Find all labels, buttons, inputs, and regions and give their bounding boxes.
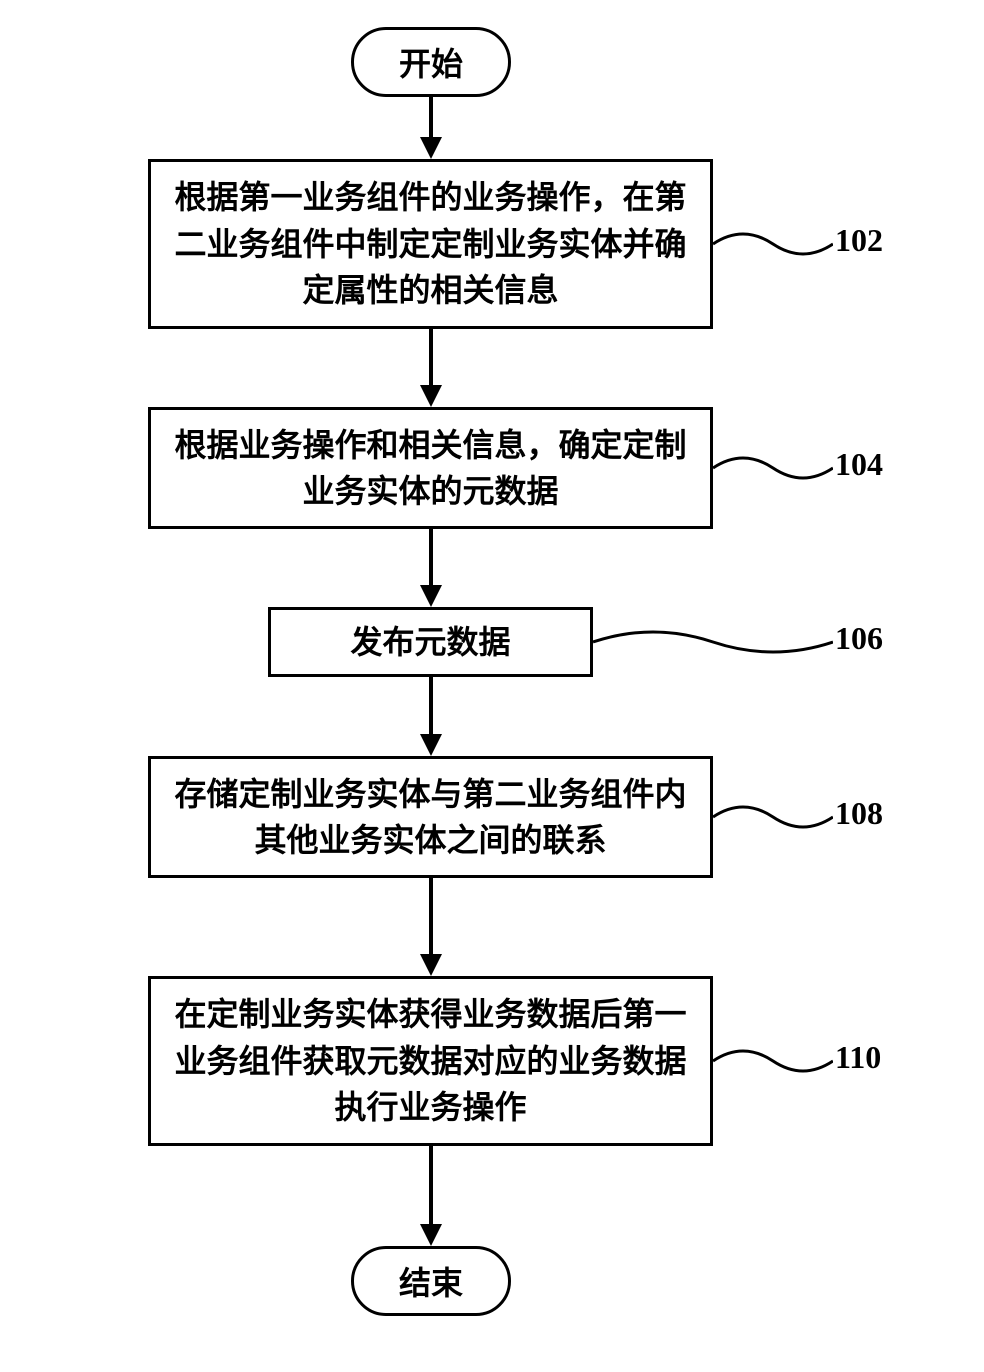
process-110: 在定制业务实体获得业务数据后第一业务组件获取元数据对应的业务数据执行业务操作 <box>148 976 713 1146</box>
arrow-3-head <box>420 585 442 607</box>
arrow-1-head <box>420 137 442 159</box>
label-curve-106 <box>593 622 833 662</box>
arrow-4-head <box>420 734 442 756</box>
label-curve-110 <box>713 1041 833 1081</box>
arrow-3 <box>429 529 433 587</box>
end-text: 结束 <box>399 1258 463 1304</box>
process-106-text: 发布元数据 <box>350 619 510 665</box>
label-curve-108 <box>713 797 833 837</box>
arrow-4 <box>429 677 433 736</box>
arrow-6-head <box>420 1224 442 1246</box>
start-terminator: 开始 <box>351 27 511 97</box>
flowchart-container: 开始 根据第一业务组件的业务操作，在第二业务组件中制定定制业务实体并确定属性的相… <box>0 0 984 1372</box>
process-104-text: 根据业务操作和相关信息，确定定制业务实体的元数据 <box>171 422 690 515</box>
process-110-text: 在定制业务实体获得业务数据后第一业务组件获取元数据对应的业务数据执行业务操作 <box>171 991 690 1130</box>
arrow-5 <box>429 878 433 956</box>
arrow-2 <box>429 329 433 387</box>
process-102: 根据第一业务组件的业务操作，在第二业务组件中制定定制业务实体并确定属性的相关信息 <box>148 159 713 329</box>
label-102: 102 <box>835 222 883 259</box>
process-106: 发布元数据 <box>268 607 593 677</box>
process-108: 存储定制业务实体与第二业务组件内其他业务实体之间的联系 <box>148 756 713 878</box>
label-curve-104 <box>713 448 833 488</box>
process-104: 根据业务操作和相关信息，确定定制业务实体的元数据 <box>148 407 713 529</box>
label-106: 106 <box>835 620 883 657</box>
process-102-text: 根据第一业务组件的业务操作，在第二业务组件中制定定制业务实体并确定属性的相关信息 <box>171 174 690 313</box>
start-text: 开始 <box>399 39 463 85</box>
arrow-1 <box>429 97 433 139</box>
label-108: 108 <box>835 795 883 832</box>
arrow-5-head <box>420 954 442 976</box>
label-curve-102 <box>713 224 833 264</box>
label-110: 110 <box>835 1039 881 1076</box>
arrow-6 <box>429 1146 433 1226</box>
end-terminator: 结束 <box>351 1246 511 1316</box>
process-108-text: 存储定制业务实体与第二业务组件内其他业务实体之间的联系 <box>171 771 690 864</box>
label-104: 104 <box>835 446 883 483</box>
arrow-2-head <box>420 385 442 407</box>
